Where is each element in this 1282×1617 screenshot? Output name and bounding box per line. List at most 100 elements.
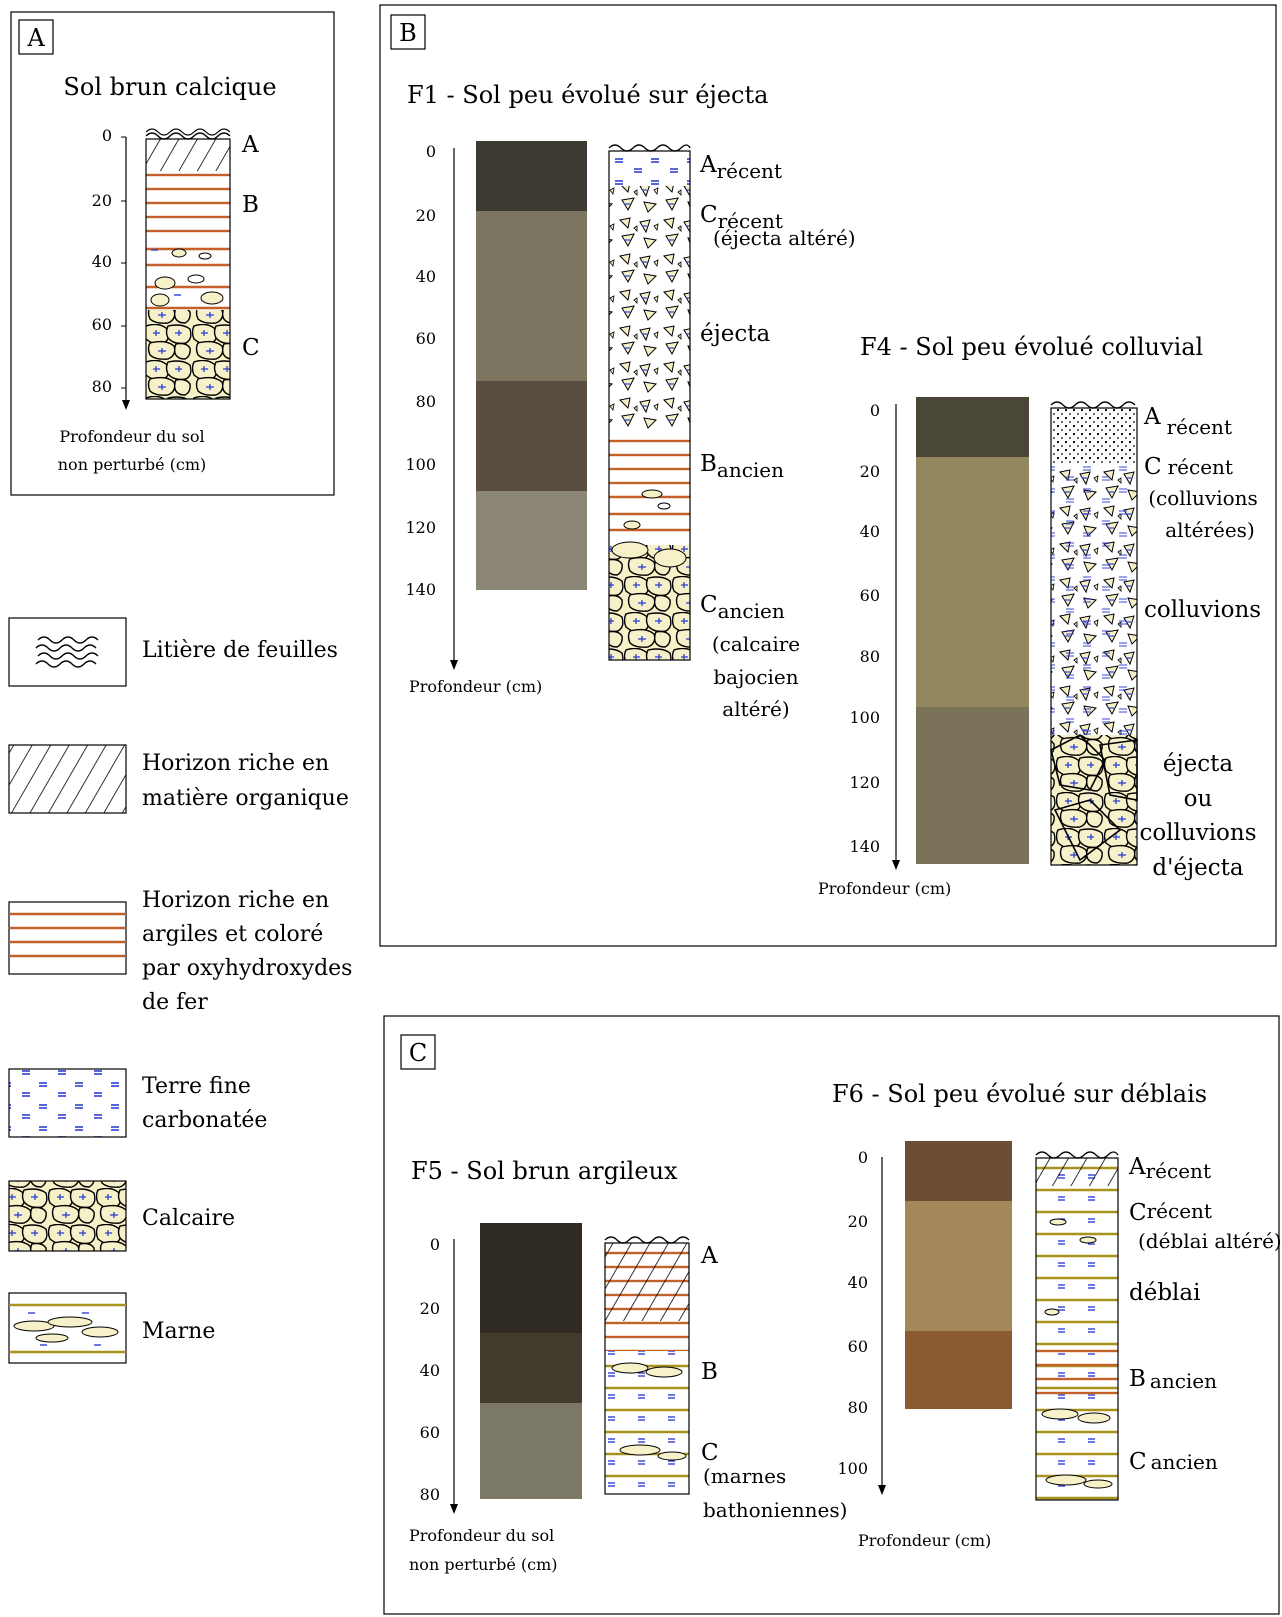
tick-label: 140 bbox=[405, 580, 436, 599]
tick-label: 40 bbox=[416, 267, 436, 286]
legend-item-organic: Horizon riche en matière organique bbox=[8, 744, 349, 814]
tick-label: 80 bbox=[416, 392, 436, 411]
legend-label: matière organique bbox=[142, 786, 349, 811]
axis-label: Profondeur (cm) bbox=[818, 879, 951, 898]
horizon-label: C bbox=[242, 335, 260, 361]
legend: Litière de feuilles Horizon riche en mat… bbox=[8, 617, 352, 1364]
f1-axis: 0 20 40 60 80 100 120 140 bbox=[405, 142, 458, 670]
tick-label: 60 bbox=[92, 315, 112, 334]
soil-photo bbox=[476, 141, 587, 590]
profile-title: F4 - Sol peu évolué colluvial bbox=[860, 333, 1203, 361]
profile-title: F6 - Sol peu évolué sur déblais bbox=[832, 1080, 1207, 1108]
f6-column bbox=[1035, 1151, 1119, 1501]
tick-label: 60 bbox=[860, 586, 880, 605]
tick-label: 40 bbox=[420, 1361, 440, 1380]
legend-item-clay: Horizon riche en argiles et coloré par o… bbox=[8, 888, 352, 1015]
tick-label: 60 bbox=[848, 1337, 868, 1356]
legend-label: Calcaire bbox=[142, 1206, 235, 1231]
panel-a-letter: A bbox=[26, 24, 45, 52]
tick-label: 20 bbox=[860, 462, 880, 481]
horizon-label: B bbox=[701, 1359, 718, 1385]
panel-a-title: Sol brun calcique bbox=[63, 73, 276, 101]
tick-label: 0 bbox=[430, 1235, 440, 1254]
horizon-note: (calcaire bbox=[712, 632, 800, 656]
profile-title: F1 - Sol peu évolué sur éjecta bbox=[407, 81, 768, 109]
f1-column bbox=[608, 144, 691, 661]
tick-label: 20 bbox=[416, 206, 436, 225]
tick-label: 60 bbox=[420, 1423, 440, 1442]
tick-label: 40 bbox=[860, 522, 880, 541]
soil-photo bbox=[905, 1141, 1012, 1409]
horizon-label: déblai bbox=[1129, 1280, 1200, 1306]
tick-label: 100 bbox=[837, 1459, 868, 1478]
tick-label: 100 bbox=[405, 455, 436, 474]
horizon-label: A bbox=[241, 132, 259, 158]
profile-f6: F6 - Sol peu évolué sur déblais 0 20 40 … bbox=[832, 1080, 1282, 1550]
legend-label: Horizon riche en bbox=[142, 888, 329, 913]
legend-label: argiles et coloré bbox=[142, 922, 323, 947]
horizon-note: altéré) bbox=[722, 697, 789, 721]
horizon-label: éjecta bbox=[700, 321, 770, 347]
profile-f1: F1 - Sol peu évolué sur éjecta 0 20 40 6… bbox=[405, 81, 855, 721]
horizon-label: ou bbox=[1184, 786, 1213, 812]
tick-label: 40 bbox=[848, 1273, 868, 1292]
horizon-label: Cancien bbox=[700, 592, 785, 623]
tick-label: 0 bbox=[870, 401, 880, 420]
f4-axis: 0 20 40 60 80 100 120 140 bbox=[849, 401, 900, 870]
tick-label: 0 bbox=[102, 126, 112, 145]
horizon-label: Arécent bbox=[699, 152, 782, 183]
f4-column bbox=[1050, 401, 1138, 866]
leaf-litter-icon bbox=[35, 636, 99, 668]
tick-label: 0 bbox=[426, 142, 436, 161]
panel-c-letter: C bbox=[409, 1039, 427, 1067]
horizon-label: Bancien bbox=[700, 451, 784, 482]
horizon-label: Arécent bbox=[1128, 1154, 1211, 1183]
axis-label: Profondeur (cm) bbox=[409, 677, 542, 696]
f5-axis: 0 20 40 60 80 bbox=[420, 1235, 458, 1514]
tick-label: 20 bbox=[92, 191, 112, 210]
horizon-note: (éjecta altéré) bbox=[713, 226, 856, 250]
tick-label: 0 bbox=[858, 1148, 868, 1167]
profile-f4: F4 - Sol peu évolué colluvial 0 20 40 60… bbox=[818, 333, 1261, 898]
horizon-label: A bbox=[700, 1243, 718, 1269]
legend-item-limestone: Calcaire bbox=[8, 1180, 235, 1252]
tick-label: 20 bbox=[420, 1299, 440, 1318]
profile-f5: F5 - Sol brun argileux 0 20 40 60 80 Pro… bbox=[409, 1157, 847, 1574]
horizon-note: bajocien bbox=[713, 665, 798, 689]
legend-label: Marne bbox=[142, 1319, 215, 1344]
tick-label: 80 bbox=[860, 647, 880, 666]
tick-label: 120 bbox=[405, 518, 436, 537]
horizon-note: bathoniennes) bbox=[703, 1498, 847, 1522]
panel-a: A Sol brun calcique 0 20 40 60 80 bbox=[10, 11, 335, 496]
tick-label: 20 bbox=[848, 1212, 868, 1231]
panel-a-axis: 0 20 40 60 80 bbox=[92, 126, 130, 410]
profile-title: F5 - Sol brun argileux bbox=[411, 1157, 678, 1185]
horizon-note: altérées) bbox=[1165, 518, 1255, 542]
panel-b-letter-box bbox=[390, 14, 426, 50]
horizon-label: Crécent bbox=[1129, 1199, 1212, 1226]
tick-label: 140 bbox=[849, 837, 880, 856]
horizon-label: C bbox=[701, 1440, 719, 1466]
panel-a-column bbox=[145, 128, 231, 400]
legend-label: de fer bbox=[142, 990, 208, 1015]
axis-label: Profondeur (cm) bbox=[858, 1531, 991, 1550]
horizon-note: (déblai altéré) bbox=[1138, 1229, 1282, 1253]
horizon-label: éjecta bbox=[1163, 751, 1233, 777]
horizon-note: (colluvions bbox=[1148, 486, 1258, 510]
tick-label: 40 bbox=[92, 252, 112, 271]
horizon-note: (marnes bbox=[703, 1464, 786, 1488]
horizon-label: colluvions bbox=[1139, 820, 1256, 846]
panel-c-letter-box bbox=[400, 1034, 436, 1070]
legend-item-litter: Litière de feuilles bbox=[8, 617, 338, 687]
tick-label: 60 bbox=[416, 329, 436, 348]
axis-label: Profondeur du sol bbox=[409, 1526, 554, 1545]
f5-column bbox=[604, 1236, 690, 1495]
axis-label: non perturbé (cm) bbox=[58, 455, 206, 474]
f6-axis: 0 20 40 60 80 100 bbox=[837, 1148, 886, 1495]
tick-label: 120 bbox=[849, 773, 880, 792]
legend-item-fine-earth: Terre fine carbonatée bbox=[8, 1068, 267, 1138]
legend-label: carbonatée bbox=[142, 1108, 267, 1133]
